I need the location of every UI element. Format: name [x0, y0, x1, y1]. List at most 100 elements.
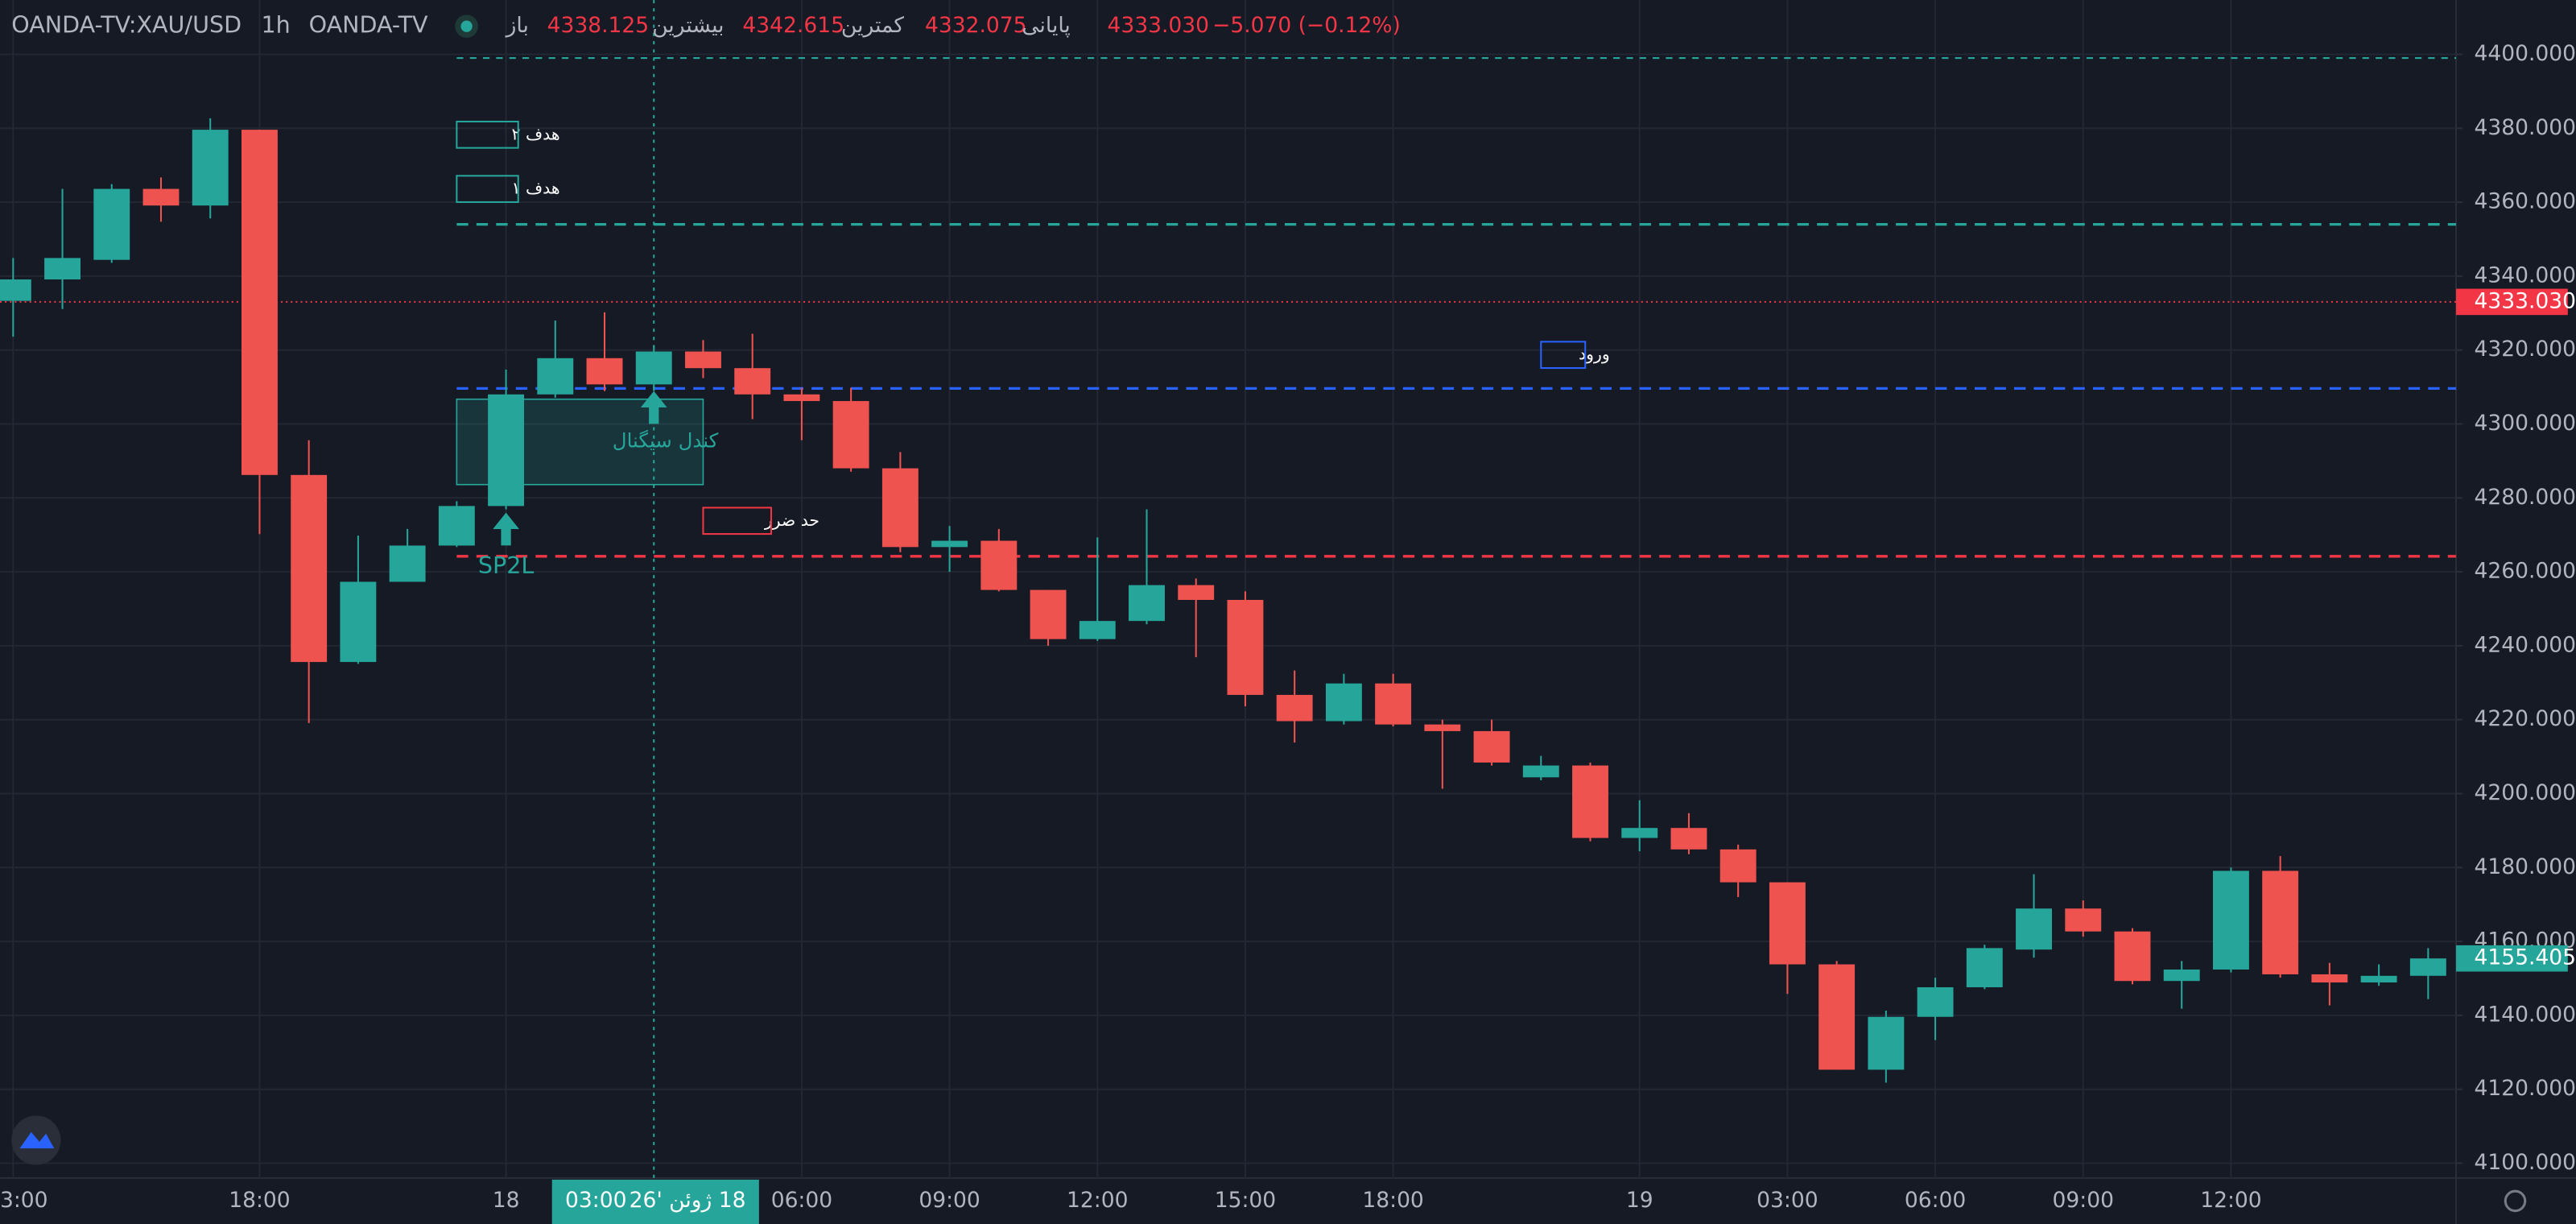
candle-body — [1818, 964, 1856, 1070]
axes: 4100.0004120.0004140.0004160.0004180.000… — [0, 41, 2576, 1224]
price-tag — [2456, 288, 2568, 316]
price-tag-label: 4155.405 — [2474, 945, 2576, 970]
candle-body — [586, 358, 623, 385]
x-tick-label: 12:00 — [2200, 1188, 2261, 1213]
candle-body — [2065, 908, 2102, 932]
candle-body — [340, 581, 377, 663]
candle-body — [1030, 589, 1067, 639]
close-value: 4333.030 — [1108, 13, 1210, 38]
candle-body — [734, 368, 771, 395]
candle-body — [1473, 730, 1510, 763]
level-label-box — [456, 175, 519, 203]
x-tick-label: 06:00 — [771, 1188, 832, 1213]
candle-body — [2360, 975, 2397, 983]
candle-body — [1572, 765, 1608, 838]
candle-body — [93, 188, 130, 260]
candle-body — [1276, 694, 1313, 722]
candle-body — [488, 394, 525, 507]
y-tick-label: 4340.000 — [2474, 263, 2576, 287]
candle-body — [1621, 828, 1658, 838]
candle-body — [2311, 974, 2348, 983]
y-tick-label: 4400.000 — [2474, 41, 2576, 66]
overlays: کندل سیگنال هدف ۲ هدف ۱ ورود حد ضرر SP2L — [0, 0, 2457, 1178]
y-tick-label: 4280.000 — [2474, 485, 2576, 510]
level-label-box — [702, 507, 773, 536]
candle-body — [2114, 931, 2151, 982]
y-tick-label: 4200.000 — [2474, 780, 2576, 805]
candle-body — [2212, 870, 2249, 970]
level-label-box — [456, 120, 519, 149]
y-tick-label: 4360.000 — [2474, 189, 2576, 214]
x-tick-label: 03:00 — [1757, 1188, 1818, 1213]
candle-body — [438, 506, 475, 546]
y-tick-label: 4180.000 — [2474, 854, 2576, 879]
candle-body — [1868, 1016, 1905, 1070]
price-tag-label: 4333.030 — [2474, 288, 2576, 313]
y-tick-label: 4320.000 — [2474, 337, 2576, 362]
low-value: 4332.075 — [925, 13, 1027, 38]
candle-body — [1769, 882, 1806, 965]
open-label: باز — [505, 13, 529, 38]
signal-arrow — [493, 512, 519, 546]
candle-body — [1719, 849, 1757, 883]
close-label: پایانی — [1022, 13, 1070, 38]
symbol: OANDA-TV:XAU/USD — [11, 11, 242, 39]
interval[interactable]: 1h — [261, 11, 290, 39]
x-tick-label: 06:00 — [1905, 1188, 1966, 1213]
candle-body — [1424, 724, 1461, 731]
settings-icon[interactable] — [2504, 1189, 2527, 1213]
candle-body — [44, 258, 80, 280]
x-tick-label: 09:00 — [2053, 1188, 2114, 1213]
change-value: −5.070 (−0.12%) — [1212, 13, 1401, 38]
candle-body — [2262, 870, 2299, 974]
level-label-box — [1540, 341, 1587, 370]
candle-body — [2163, 969, 2200, 982]
level-label: حد ضرر — [764, 511, 819, 530]
y-tick-label: 4300.000 — [2474, 411, 2576, 436]
y-tick-label: 4260.000 — [2474, 559, 2576, 584]
candle-body — [1375, 683, 1412, 725]
candle-body — [389, 545, 426, 582]
y-tick-label: 4100.000 — [2474, 1150, 2576, 1175]
y-tick-label: 4380.000 — [2474, 115, 2576, 140]
x-tick-label: 3:00 — [0, 1188, 48, 1213]
candle-body — [2016, 908, 2052, 950]
low-label: کمترین — [841, 13, 905, 38]
candles — [0, 118, 2446, 1083]
candle-body — [1325, 683, 1362, 722]
x-tick-label: 12:00 — [1067, 1188, 1128, 1213]
candle-body — [931, 540, 968, 548]
x-tick-label: 09:00 — [919, 1188, 980, 1213]
header: OANDA-TV:XAU/USD 1h OANDA-TV باز 4338.12… — [11, 11, 1401, 39]
candle-body — [832, 401, 869, 469]
candle-body — [783, 394, 820, 402]
candle-body — [537, 358, 574, 395]
signal-arrow — [640, 391, 667, 424]
y-tick-label: 4220.000 — [2474, 706, 2576, 731]
high-value: 4342.615 — [742, 13, 844, 38]
candle-body — [1522, 765, 1559, 778]
y-tick-label: 4140.000 — [2474, 1002, 2576, 1027]
x-tick-label: 19 — [1626, 1188, 1653, 1213]
y-tick-label: 4240.000 — [2474, 632, 2576, 657]
level-label: ورود — [1579, 345, 1610, 364]
candle-body — [291, 474, 328, 663]
candle-body — [1227, 599, 1264, 695]
candle-body — [1129, 585, 1165, 622]
level-label: هدف ۲ — [512, 124, 560, 143]
candle-body — [1670, 828, 1707, 850]
high-label: بیشترین — [652, 13, 724, 38]
candle-body — [192, 130, 229, 206]
candle-body — [1917, 987, 1954, 1017]
candle-body — [242, 130, 278, 475]
price-tag — [2456, 945, 2568, 972]
signal-name: SP2L — [478, 552, 535, 579]
candle-body — [635, 351, 672, 385]
crosshair-tag — [551, 1179, 759, 1224]
signal-box-label: کندل سیگنال — [613, 429, 719, 453]
candle-body — [881, 468, 919, 548]
x-tick-label: 18 — [493, 1188, 520, 1213]
crosshair-time: 03:00 — [565, 1188, 626, 1213]
